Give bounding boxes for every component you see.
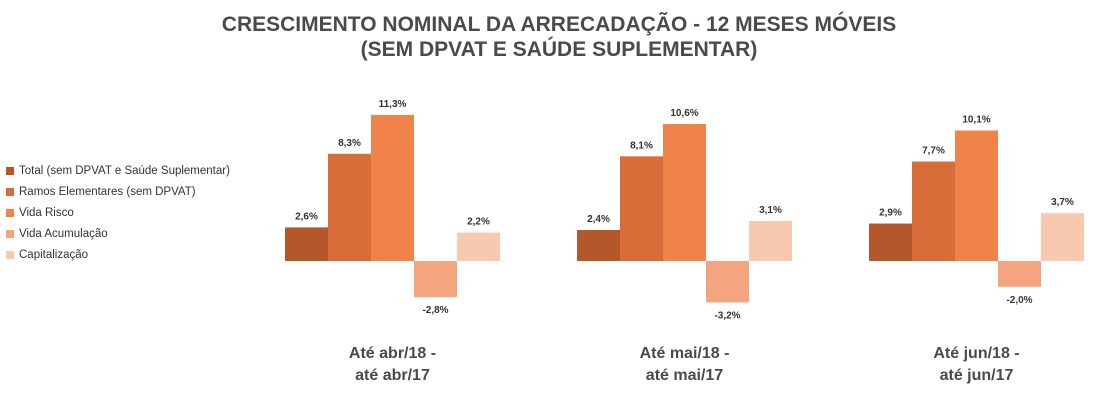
category-label-line1: Até jun/18 -	[933, 345, 1020, 362]
legend-label: Capitalização	[19, 248, 89, 261]
data-label: 2,4%	[587, 214, 610, 225]
bar	[749, 220, 792, 261]
legend: Total (sem DPVAT e Saúde Suplementar) Ram…	[6, 160, 230, 265]
legend-item: Vida Acumulação	[6, 223, 230, 244]
category-label: Até mai/18 - até mai/17	[555, 343, 815, 387]
bar	[1041, 213, 1084, 261]
legend-item: Ramos Elementares (sem DPVAT)	[6, 181, 230, 202]
legend-swatch	[6, 187, 14, 196]
data-label: 7,7%	[922, 146, 945, 157]
data-label: -3,2%	[714, 310, 740, 321]
data-label: 3,7%	[1051, 197, 1074, 208]
legend-item: Total (sem DPVAT e Saúde Suplementar)	[6, 160, 230, 181]
data-label: -2,8%	[422, 305, 448, 316]
bar	[998, 261, 1041, 287]
legend-swatch	[6, 166, 14, 175]
data-label: 10,1%	[962, 115, 990, 126]
category-label-line2: até jun/17	[939, 367, 1014, 384]
legend-label: Total (sem DPVAT e Saúde Suplementar)	[19, 164, 230, 177]
legend-swatch	[6, 229, 14, 238]
category-label-line1: Até mai/18 -	[639, 345, 730, 362]
bar	[328, 153, 371, 261]
legend-swatch	[6, 208, 14, 217]
bar	[371, 115, 414, 261]
data-label: 10,6%	[670, 108, 698, 119]
legend-swatch	[6, 250, 14, 259]
data-label: 8,3%	[338, 138, 361, 149]
bar	[912, 161, 955, 261]
bar	[620, 156, 663, 261]
legend-label: Vida Acumulação	[19, 227, 108, 240]
bar	[285, 227, 328, 261]
legend-label: Vida Risco	[19, 206, 74, 219]
data-label: 2,2%	[467, 217, 490, 228]
chart-title: CRESCIMENTO NOMINAL DA ARRECADAÇÃO - 12 …	[0, 12, 1118, 62]
bar	[869, 223, 912, 261]
category-label-line2: até mai/17	[645, 367, 724, 384]
legend-item: Vida Risco	[6, 202, 230, 223]
category-label-line1: Até abr/18 -	[348, 345, 437, 362]
bar	[414, 261, 457, 298]
data-label: 11,3%	[379, 99, 407, 110]
category-label-line2: até abr/17	[355, 367, 430, 384]
subtitle-line: (SEM DPVAT E SAÚDE SUPLEMENTAR)	[360, 38, 758, 61]
legend-item: Capitalização	[6, 244, 230, 265]
title-line: CRESCIMENTO NOMINAL DA ARRECADAÇÃO - 12 …	[221, 13, 897, 36]
data-label: 2,6%	[295, 211, 318, 222]
category-label: Até jun/18 - até jun/17	[847, 343, 1107, 387]
bar	[577, 229, 620, 261]
data-label: 8,1%	[630, 140, 653, 151]
data-label: -2,0%	[1006, 295, 1032, 306]
category-label: Até abr/18 - até abr/17	[263, 343, 523, 387]
bar	[457, 232, 500, 261]
data-label: 2,9%	[879, 208, 902, 219]
data-label: 3,1%	[759, 205, 782, 216]
bar	[955, 130, 998, 261]
bar	[663, 124, 706, 261]
bar	[706, 261, 749, 303]
legend-label: Ramos Elementares (sem DPVAT)	[19, 185, 196, 198]
